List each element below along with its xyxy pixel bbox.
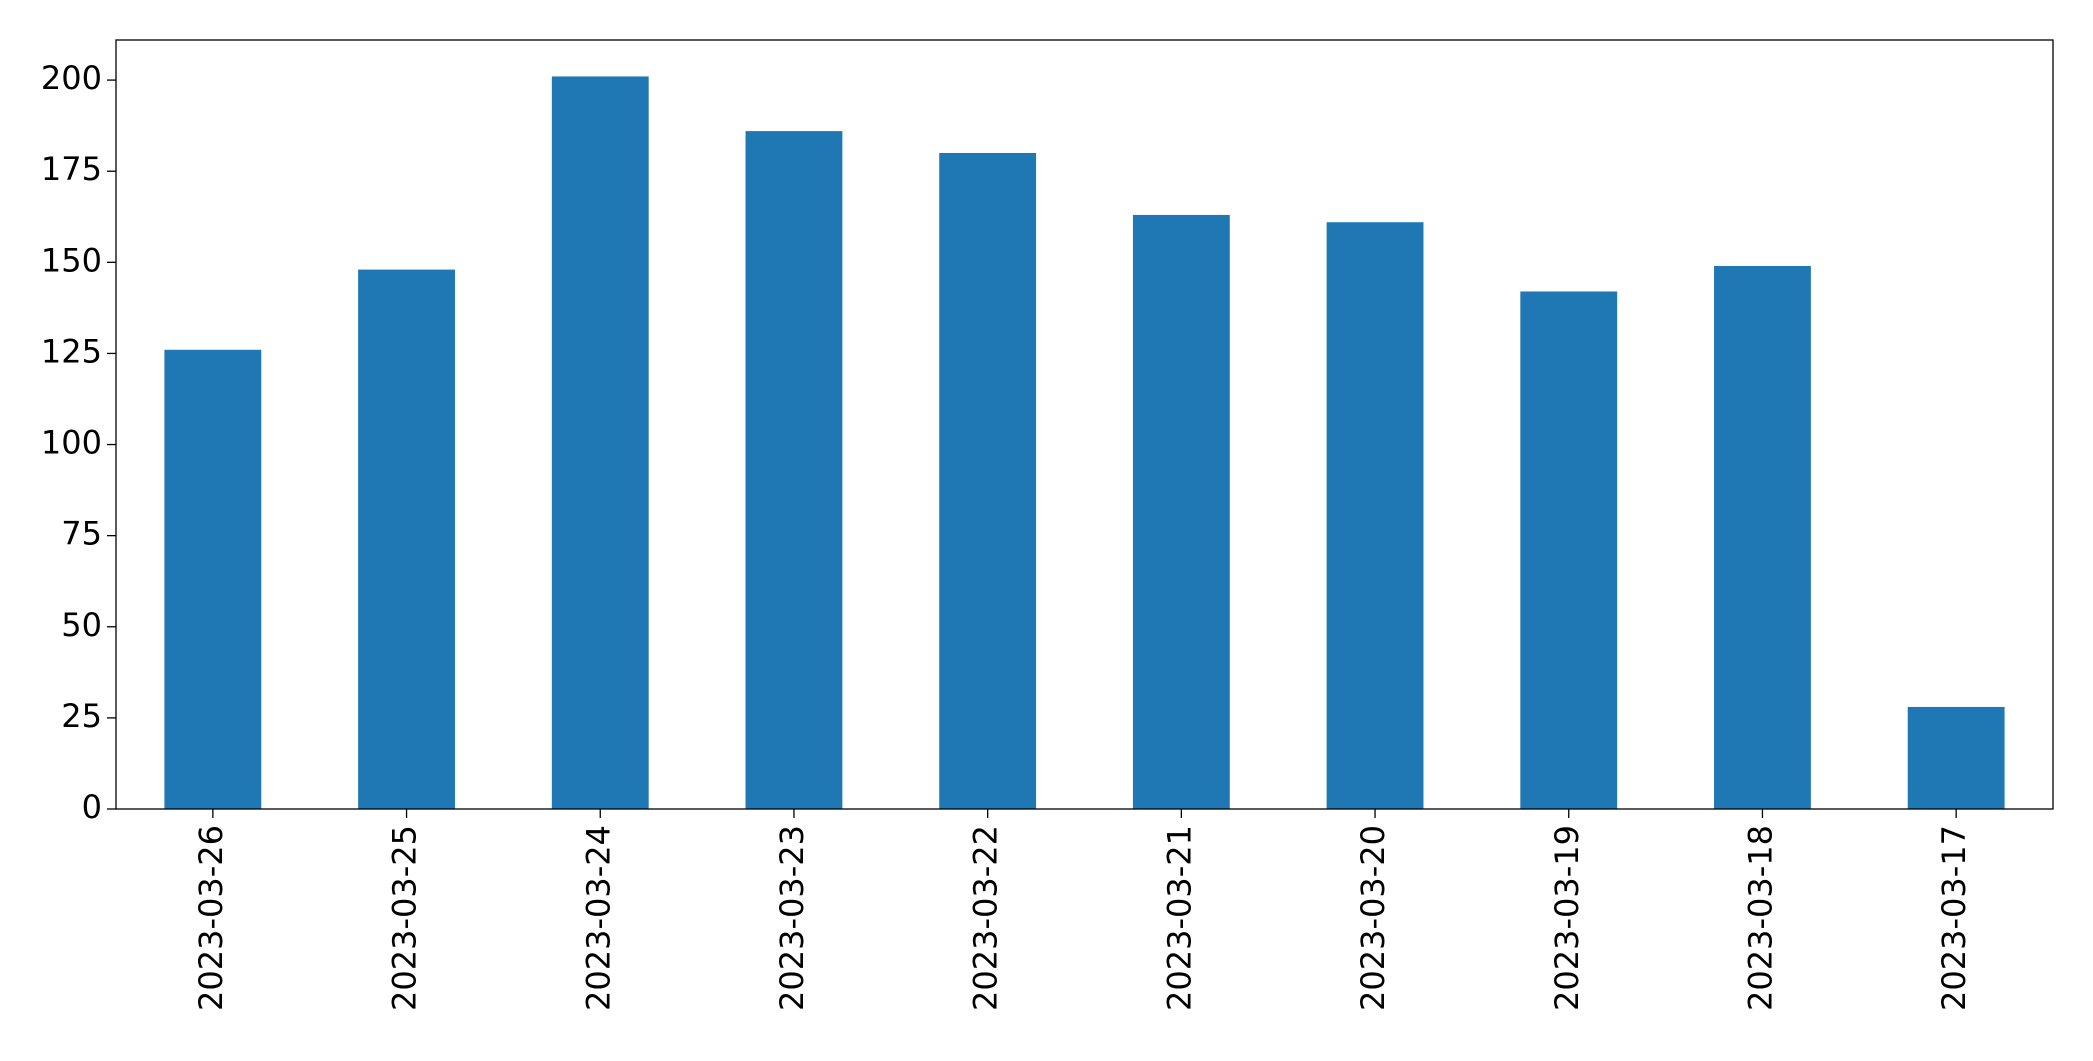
bar — [551, 76, 649, 809]
x-tick-label: 2023-03-25 — [386, 825, 424, 1011]
y-tick-label: 0 — [82, 788, 102, 826]
bar — [1520, 291, 1618, 809]
bar — [164, 349, 262, 809]
plot-frame — [115, 39, 2054, 810]
bar — [745, 131, 843, 809]
y-tick-label: 125 — [41, 332, 102, 370]
bar — [1907, 706, 2005, 809]
bar — [358, 269, 455, 809]
y-tick-label: 100 — [41, 424, 102, 462]
y-tick-label: 25 — [61, 697, 102, 735]
x-tick-label: 2023-03-20 — [1354, 825, 1392, 1011]
y-tick-label: 175 — [41, 150, 102, 188]
bar — [1714, 265, 1811, 809]
bar — [1132, 214, 1230, 810]
y-tick-label: 200 — [41, 59, 102, 97]
x-tick-label: 2023-03-17 — [1935, 825, 1973, 1011]
x-tick-label: 2023-03-22 — [967, 825, 1005, 1011]
x-tick-label: 2023-03-19 — [1548, 825, 1586, 1011]
bar — [1326, 222, 1424, 810]
x-tick-label: 2023-03-26 — [192, 825, 230, 1011]
y-tick-label: 75 — [61, 515, 102, 553]
x-tick-label: 2023-03-24 — [579, 825, 617, 1011]
y-tick-label: 150 — [41, 241, 102, 279]
x-tick-label: 2023-03-23 — [773, 825, 811, 1011]
x-tick-label: 2023-03-21 — [1160, 825, 1198, 1011]
x-tick-label: 2023-03-18 — [1741, 825, 1779, 1011]
y-tick-label: 50 — [61, 606, 102, 644]
bar — [939, 152, 1037, 809]
